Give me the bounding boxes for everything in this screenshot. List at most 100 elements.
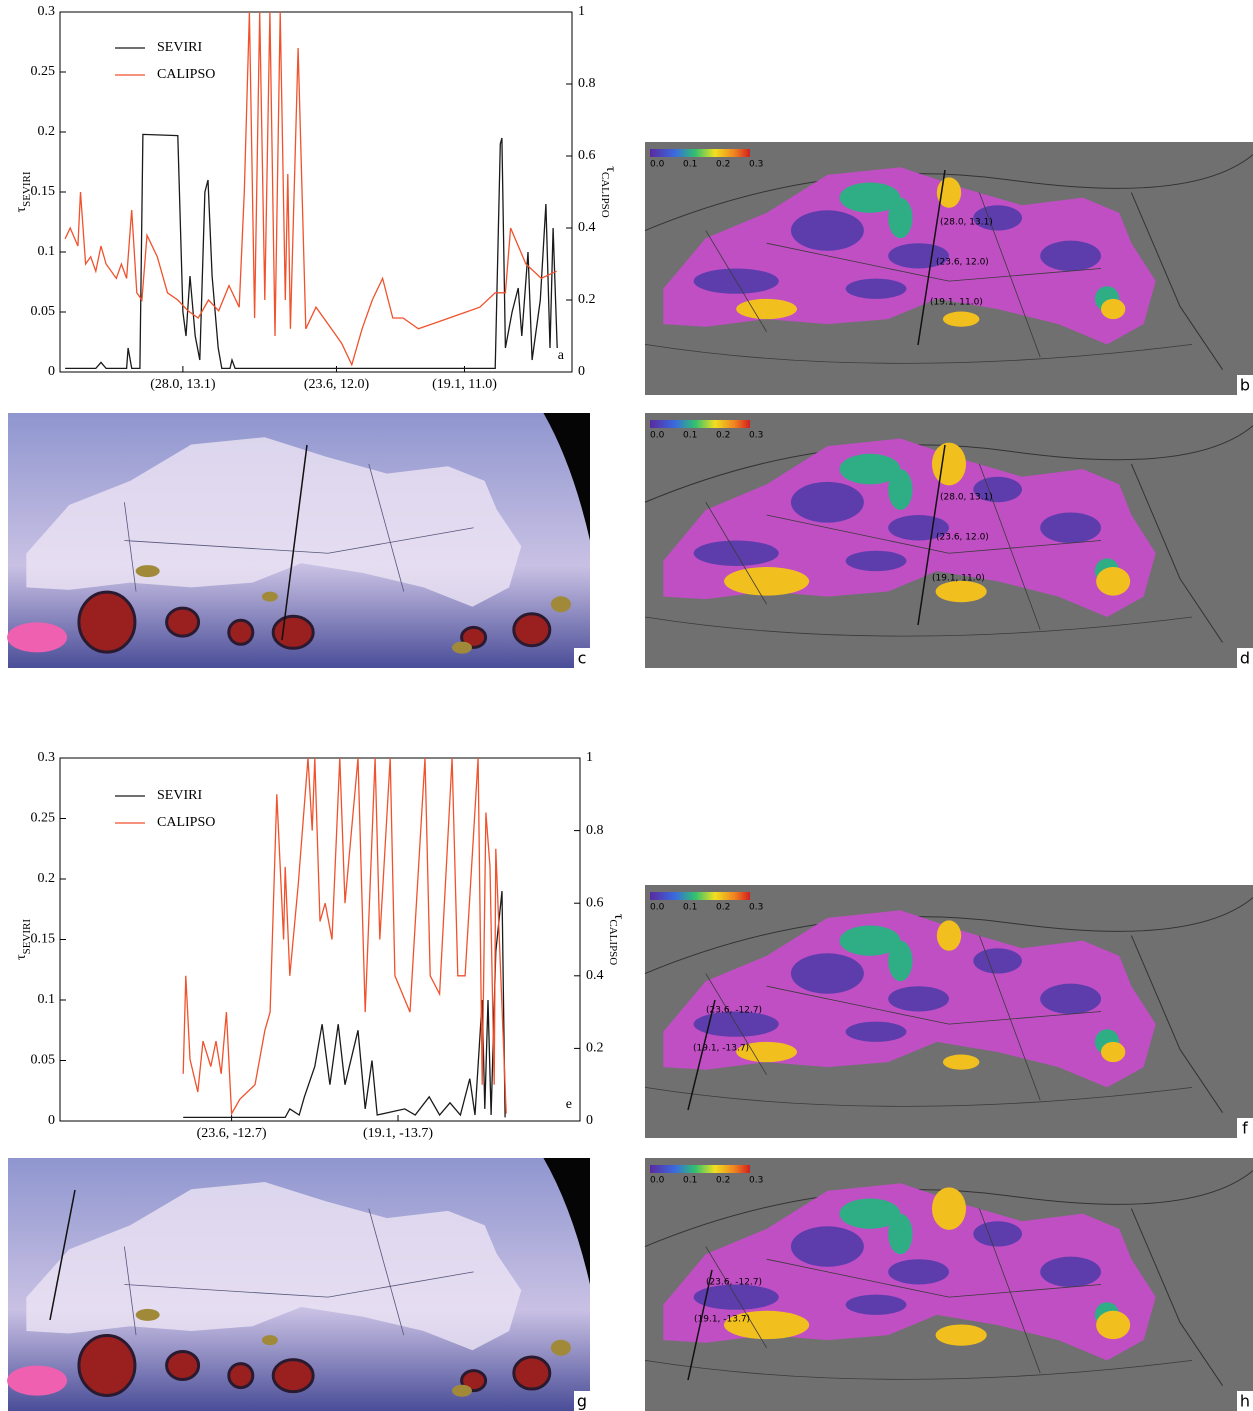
- dust-blob: [888, 940, 913, 982]
- y-tick-label: 0.15: [31, 184, 56, 199]
- dust-blob: [845, 1294, 907, 1315]
- y-tick-label: 0.05: [31, 304, 56, 319]
- colorbar-label: 0.1: [683, 160, 697, 170]
- y-tick-label: 0: [48, 364, 55, 379]
- track-label: (19.1, -13.7): [693, 1044, 749, 1054]
- map-panel: 0.0 0.1 0.2 0.3 (28.0, 13.1) (23.6, 12.0) (19.…: [644, 142, 1253, 395]
- colorbar-label: 0.3: [749, 160, 763, 170]
- y-tick-label: 0.25: [31, 811, 56, 826]
- calipso-track: [281, 444, 308, 641]
- dust-blob: [1096, 1310, 1131, 1340]
- y2-axis-subscript: CALIPSO: [599, 172, 611, 218]
- dust-blob: [973, 476, 1022, 503]
- dust-blob: [1040, 983, 1101, 1015]
- colorbar-label: 0.1: [683, 1176, 697, 1186]
- cloud-blob: [135, 1308, 160, 1321]
- y2-tick-label: 1: [586, 750, 593, 765]
- y2-tick-label: 1: [578, 4, 585, 19]
- dust-blob: [888, 243, 949, 269]
- y-axis-subscript: SEVIRI: [21, 171, 33, 207]
- dust-blob: [1040, 1256, 1101, 1288]
- border-lines: [124, 1208, 474, 1336]
- y-tick-label: 0.2: [38, 871, 56, 886]
- border-lines: [644, 935, 1193, 1107]
- panel-letter-box: [574, 1391, 590, 1411]
- data-line: [183, 891, 506, 1119]
- space: [543, 413, 590, 541]
- colorbar: [650, 1165, 750, 1173]
- storm-cloud: [512, 612, 552, 648]
- dust-blob: [1040, 512, 1101, 544]
- y-tick-label: 0.1: [38, 244, 56, 259]
- cloud-blob: [451, 641, 472, 654]
- colorbar: [650, 149, 750, 157]
- coastline: [644, 1170, 1253, 1248]
- track-label: (19.1, 11.0): [930, 298, 983, 308]
- data-line: [182, 757, 507, 1116]
- y2-axis-label: τCALIPSO: [607, 914, 625, 966]
- storm-cloud: [460, 1369, 488, 1393]
- y-axis-symbol: τ: [14, 207, 29, 213]
- dust-blob: [935, 580, 987, 603]
- cloud-blob: [550, 1339, 571, 1356]
- dust-blob: [839, 453, 901, 485]
- dust-blob: [845, 550, 907, 572]
- colorbar-label: 0.3: [749, 903, 763, 913]
- dust-blob: [790, 1226, 864, 1267]
- dust-blob: [888, 1259, 949, 1285]
- cloud-blob: [7, 622, 68, 653]
- dust-blob: [942, 311, 980, 327]
- y-tick-label: 0.05: [31, 1053, 56, 1068]
- dust-blob: [736, 1041, 797, 1063]
- dust-blob: [935, 1324, 987, 1346]
- coastline: [644, 154, 1253, 232]
- panel-letter-box: [574, 648, 590, 668]
- y-tick-label: 0: [48, 1113, 55, 1128]
- coastline: [1130, 1208, 1224, 1386]
- dust-blob: [1101, 1041, 1126, 1063]
- dust-blob: [936, 920, 962, 951]
- x-tick-label: (19.1, -13.7): [363, 1126, 433, 1141]
- dust-haze: [26, 1182, 522, 1351]
- y2-tick-label: 0.6: [586, 895, 604, 910]
- dust-blob: [736, 298, 797, 320]
- panel-letter: d: [1240, 649, 1250, 668]
- y2-axis-label: τCALIPSO: [599, 166, 617, 218]
- dust-blob: [888, 197, 913, 239]
- calipso-track: [917, 169, 946, 346]
- coastline: [1130, 192, 1224, 370]
- storm-cloud: [165, 1349, 201, 1381]
- y-tick-label: 0.2: [38, 124, 56, 139]
- panel-letter: e: [566, 1097, 572, 1112]
- y-tick-label: 0.3: [38, 4, 56, 19]
- panel-letter: a: [558, 348, 565, 363]
- storm-cloud: [512, 1355, 552, 1391]
- panel-letter: f: [1242, 1119, 1248, 1138]
- dust-blob: [724, 1310, 810, 1340]
- colorbar-label: 0.1: [683, 903, 697, 913]
- calipso-track: [917, 444, 946, 626]
- y2-tick-label: 0: [578, 364, 585, 379]
- y-tick-label: 0.25: [31, 64, 56, 79]
- plot-frame: [59, 757, 581, 1122]
- y2-tick-label: 0.2: [578, 292, 596, 307]
- dust-blob: [1096, 567, 1131, 596]
- y2-tick-label: 0.6: [578, 148, 596, 163]
- dust-blob: [888, 469, 913, 510]
- storm-cloud: [227, 618, 255, 646]
- dust-blob: [839, 925, 901, 956]
- track-label: (19.1, 11.0): [932, 574, 985, 584]
- y2-tick-label: 0.4: [586, 968, 604, 983]
- legend-label: SEVIRI: [157, 788, 202, 803]
- y2-tick-label: 0.8: [578, 76, 596, 91]
- colorbar-label: 0.2: [716, 431, 730, 441]
- colorbar-label: 0.3: [749, 431, 763, 441]
- storm-cloud: [165, 606, 201, 638]
- border-lines: [644, 463, 1193, 637]
- map-panel: 0.0 0.1 0.2 0.3 (28.0, 13.1) (23.6, 12.0) (19.…: [644, 413, 1253, 668]
- border-lines: [644, 1208, 1193, 1380]
- y-tick-label: 0.3: [38, 750, 56, 765]
- y-axis-subscript: SEVIRI: [21, 919, 33, 955]
- track-label: (19.1, -13.7): [694, 1315, 750, 1325]
- panel-letter: g: [577, 1392, 587, 1411]
